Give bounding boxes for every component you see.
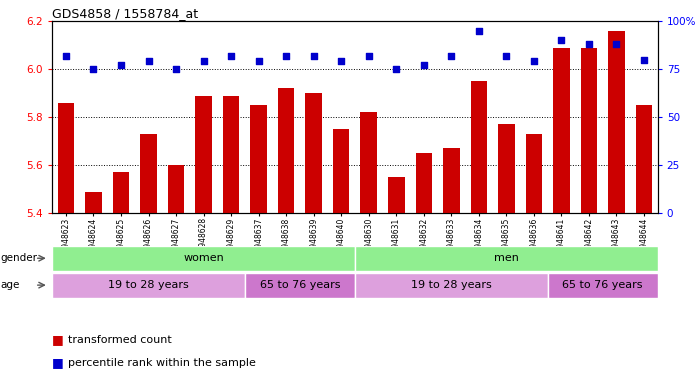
Bar bbox=[548, 273, 658, 298]
Point bbox=[473, 28, 484, 34]
Bar bbox=[52, 273, 245, 298]
Point bbox=[226, 53, 237, 59]
Point bbox=[583, 41, 594, 47]
Bar bbox=[245, 273, 355, 298]
Bar bbox=[553, 48, 569, 213]
Text: 65 to 76 years: 65 to 76 years bbox=[562, 280, 643, 290]
Bar bbox=[113, 172, 129, 213]
Bar bbox=[251, 105, 267, 213]
Bar bbox=[333, 129, 349, 213]
Point bbox=[308, 53, 319, 59]
Bar bbox=[443, 148, 459, 213]
Bar bbox=[498, 124, 514, 213]
Point bbox=[556, 37, 567, 43]
Point bbox=[418, 62, 429, 68]
Bar bbox=[306, 93, 322, 213]
Bar bbox=[525, 134, 542, 213]
Point bbox=[363, 53, 374, 59]
Point bbox=[253, 58, 264, 65]
Bar bbox=[388, 177, 404, 213]
Text: gender: gender bbox=[1, 253, 38, 263]
Bar bbox=[580, 48, 597, 213]
Bar bbox=[416, 153, 432, 213]
Bar bbox=[223, 96, 239, 213]
Text: percentile rank within the sample: percentile rank within the sample bbox=[68, 358, 256, 368]
Text: ■: ■ bbox=[52, 356, 64, 369]
Bar bbox=[355, 246, 658, 271]
Text: transformed count: transformed count bbox=[68, 335, 172, 345]
Point bbox=[390, 66, 402, 72]
Bar bbox=[608, 31, 625, 213]
Point bbox=[61, 53, 72, 59]
Text: age: age bbox=[1, 280, 20, 290]
Point bbox=[198, 58, 209, 65]
Point bbox=[335, 58, 347, 65]
Text: 19 to 28 years: 19 to 28 years bbox=[411, 280, 491, 290]
Bar bbox=[470, 81, 487, 213]
Bar bbox=[58, 103, 74, 213]
Bar bbox=[52, 246, 355, 271]
Point bbox=[88, 66, 99, 72]
Bar bbox=[361, 112, 377, 213]
Bar bbox=[141, 134, 157, 213]
Text: 65 to 76 years: 65 to 76 years bbox=[260, 280, 340, 290]
Text: GDS4858 / 1558784_at: GDS4858 / 1558784_at bbox=[52, 7, 198, 20]
Point bbox=[500, 53, 512, 59]
Text: 19 to 28 years: 19 to 28 years bbox=[108, 280, 189, 290]
Bar bbox=[85, 192, 102, 213]
Bar bbox=[196, 96, 212, 213]
Point bbox=[445, 53, 457, 59]
Point bbox=[280, 53, 292, 59]
Text: women: women bbox=[183, 253, 224, 263]
Bar bbox=[635, 105, 652, 213]
Bar bbox=[168, 165, 184, 213]
Point bbox=[116, 62, 127, 68]
Text: ■: ■ bbox=[52, 333, 64, 346]
Point bbox=[611, 41, 622, 47]
Bar bbox=[355, 273, 548, 298]
Point bbox=[638, 56, 649, 63]
Point bbox=[171, 66, 182, 72]
Bar bbox=[278, 88, 294, 213]
Point bbox=[528, 58, 539, 65]
Text: men: men bbox=[494, 253, 519, 263]
Point bbox=[143, 58, 154, 65]
